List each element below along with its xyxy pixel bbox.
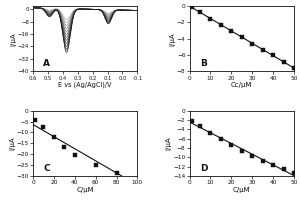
Text: D: D bbox=[200, 164, 208, 173]
Text: A: A bbox=[44, 59, 50, 68]
Y-axis label: I/μA: I/μA bbox=[9, 136, 15, 150]
X-axis label: C/μM: C/μM bbox=[76, 187, 94, 193]
Y-axis label: I/μA: I/μA bbox=[10, 32, 16, 46]
X-axis label: C/μM: C/μM bbox=[233, 187, 250, 193]
Y-axis label: I/μA: I/μA bbox=[169, 32, 175, 46]
X-axis label: E vs (Ag/AgCl)/V: E vs (Ag/AgCl)/V bbox=[58, 82, 112, 88]
Y-axis label: I/μA: I/μA bbox=[166, 136, 172, 150]
X-axis label: Cc/μM: Cc/μM bbox=[231, 82, 253, 88]
Text: C: C bbox=[44, 164, 50, 173]
Text: B: B bbox=[200, 59, 207, 68]
